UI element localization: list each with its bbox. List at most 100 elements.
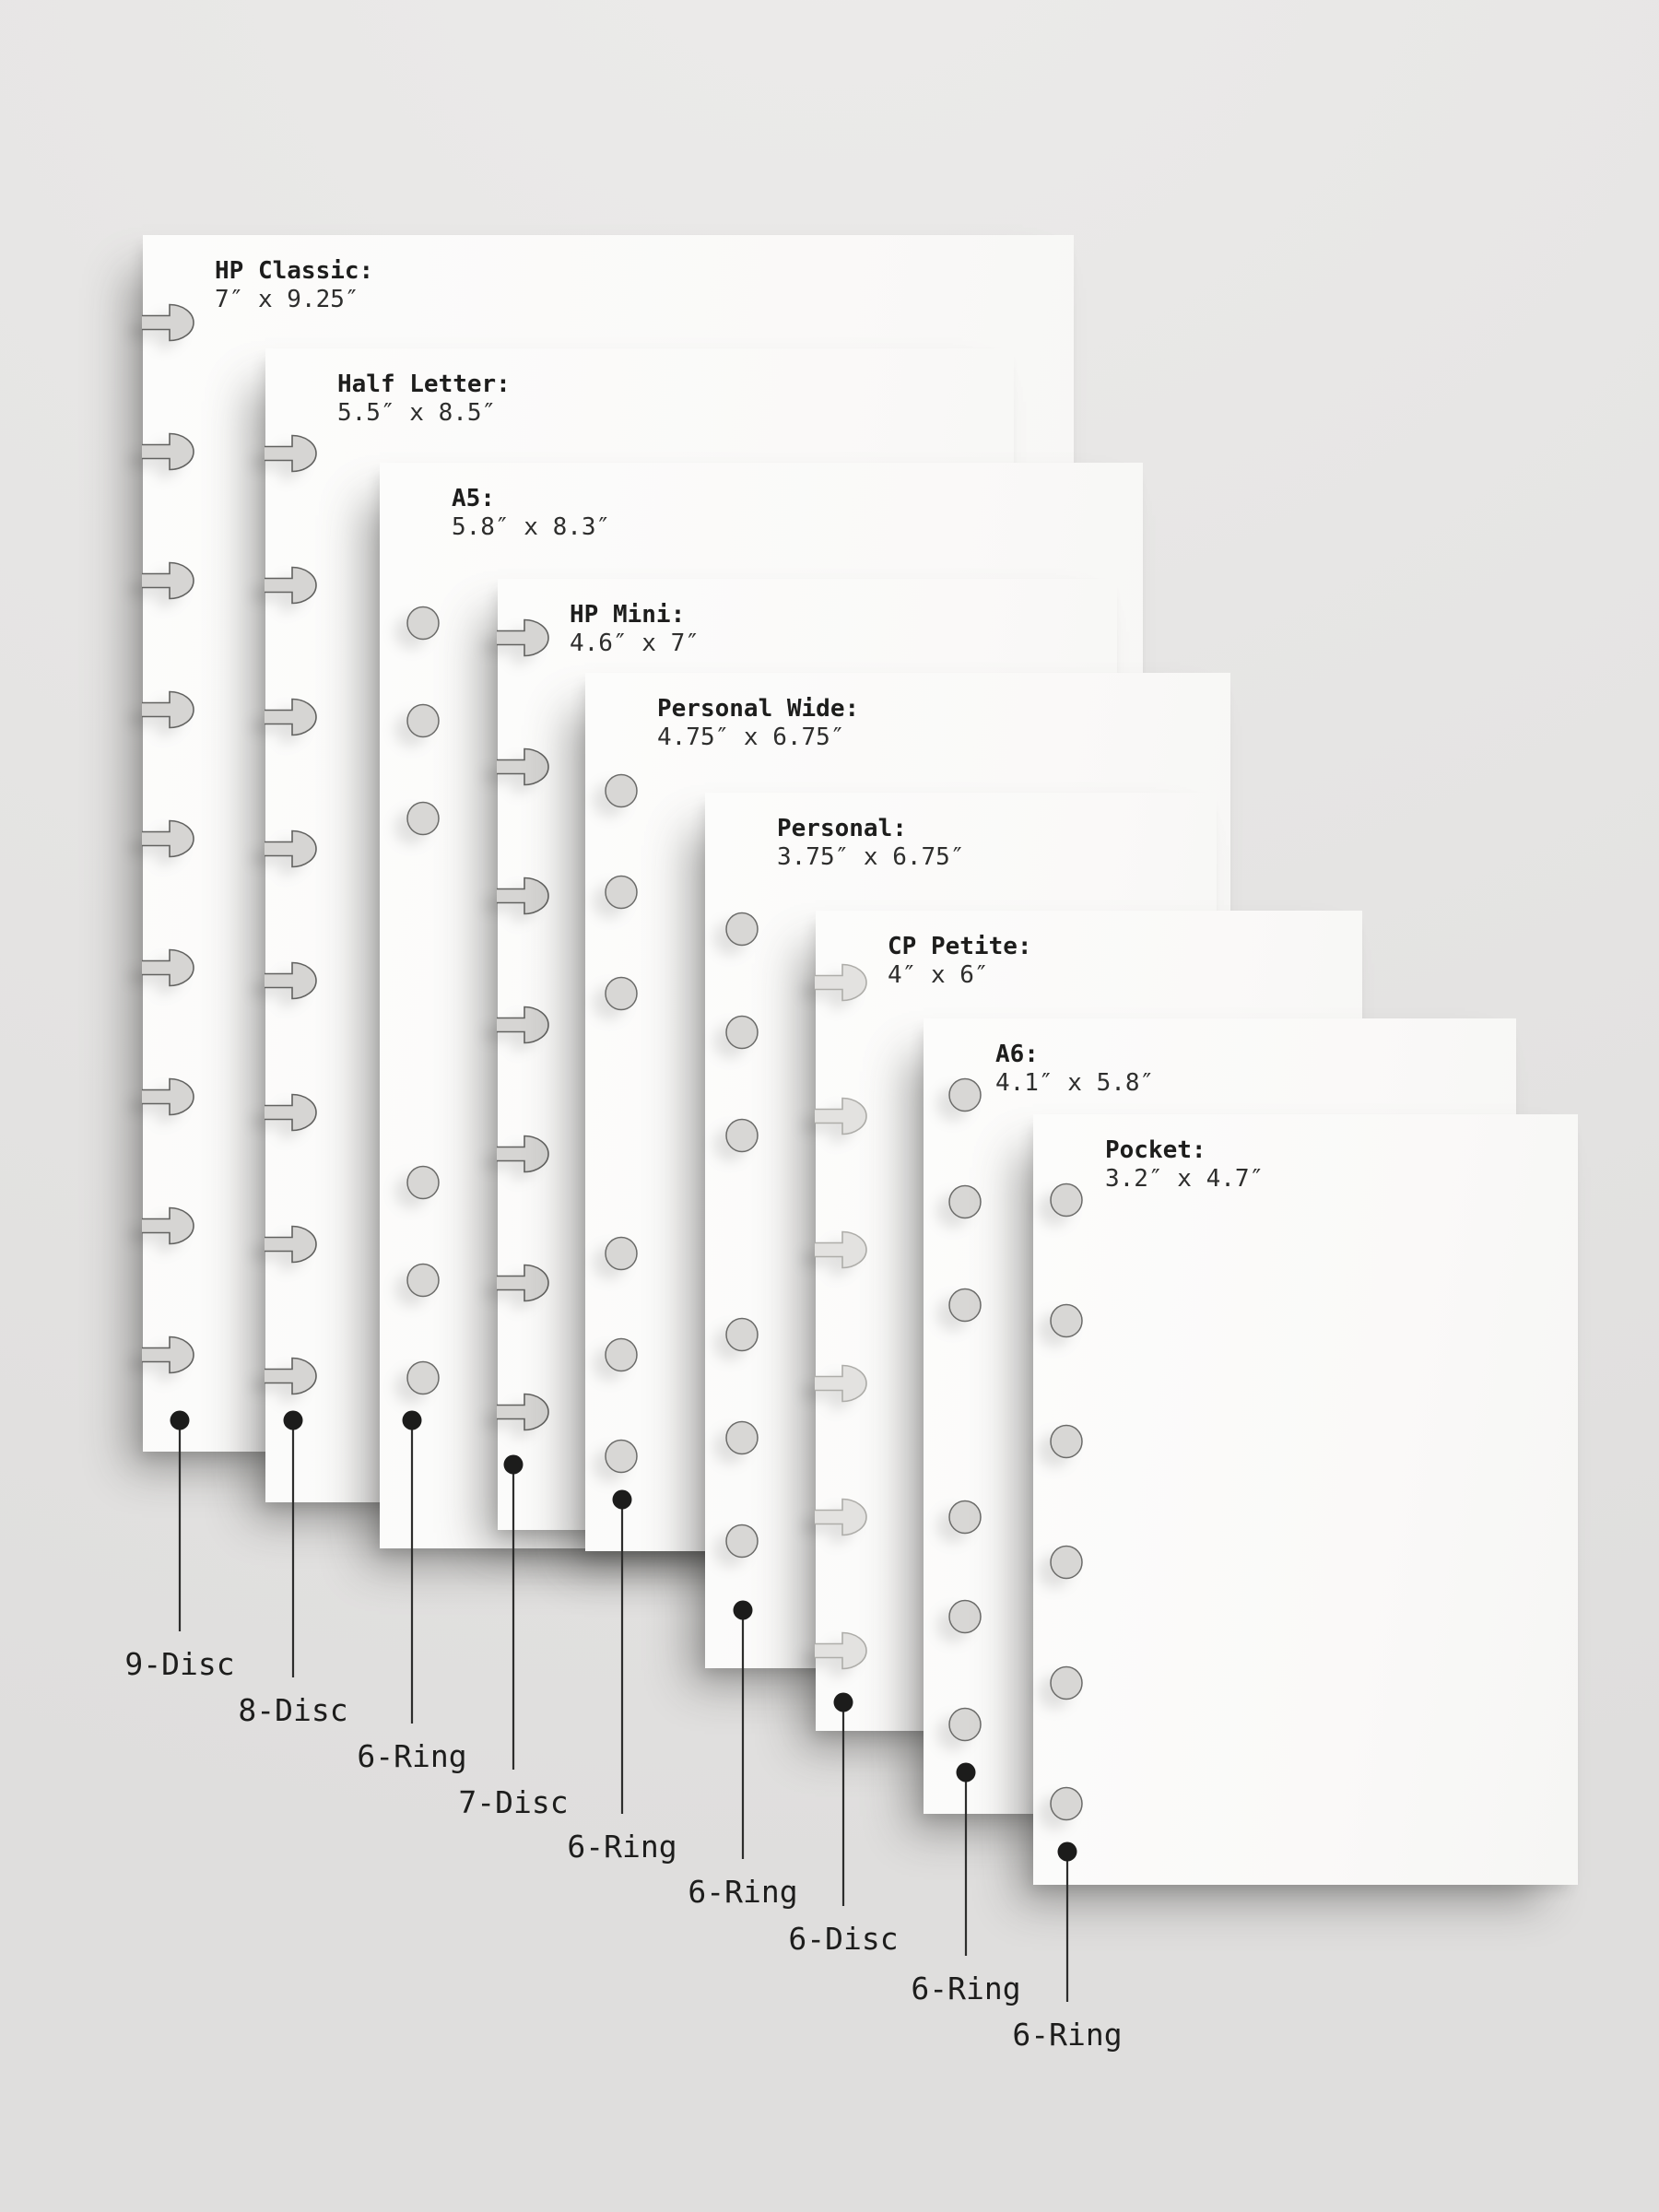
disc-punch-icon <box>265 1226 316 1263</box>
disc-punch-icon <box>265 435 316 472</box>
sheet-label: Personal: 3.75″ x 6.75″ <box>777 815 965 872</box>
ring-hole-icon <box>948 1288 982 1323</box>
disc-punch-outline <box>815 1097 867 1135</box>
ring-hole-icon <box>725 1420 759 1455</box>
sheet-label: CP Petite: 4″ x 6″ <box>888 933 1032 990</box>
hole-column <box>815 963 867 1670</box>
disc-punch-icon <box>142 304 194 341</box>
ring-hole-icon <box>406 1360 440 1395</box>
ring-hole-icon <box>406 1165 440 1200</box>
disc-punch-icon <box>815 1365 866 1402</box>
sheet-dimensions: 4.75″ x 6.75″ <box>657 724 845 751</box>
disc-punch-icon <box>142 1207 194 1244</box>
sheet-label: A6: 4.1″ x 5.8″ <box>995 1041 1154 1098</box>
disc-punch-icon <box>815 1231 866 1268</box>
sheet-name: CP Petite: <box>888 933 1032 960</box>
disc-punch-outline <box>142 690 194 729</box>
disc-punch-icon <box>265 830 316 867</box>
ring-hole-icon <box>948 1707 982 1742</box>
hole-column <box>948 1077 982 1742</box>
ring-hole-icon <box>1050 1303 1083 1338</box>
callout-label-6-ring: 6-Ring <box>688 1874 798 1910</box>
disc-punch-outline <box>497 1264 549 1302</box>
sheet-name: Half Letter: <box>337 371 511 398</box>
disc-punch-icon <box>497 619 548 656</box>
ring-hole-icon <box>605 1236 638 1271</box>
disc-punch-outline <box>142 432 194 471</box>
hole-column <box>265 434 317 1395</box>
sheet-label: A5: 5.8″ x 8.3″ <box>452 485 610 542</box>
disc-punch-icon <box>497 1135 548 1172</box>
sheet-dimensions: 3.2″ x 4.7″ <box>1105 1165 1265 1193</box>
disc-punch-icon <box>497 748 548 785</box>
sheet-label: HP Classic: 7″ x 9.25″ <box>215 257 373 314</box>
ring-hole-icon <box>406 606 440 641</box>
sheet-label: HP Mini: 4.6″ x 7″ <box>570 601 700 658</box>
ring-hole-icon <box>725 1118 759 1153</box>
disc-punch-outline <box>265 1093 317 1132</box>
disc-punch-outline <box>142 1335 194 1374</box>
hole-column <box>725 912 759 1559</box>
disc-punch-outline <box>142 561 194 600</box>
disc-punch-icon <box>815 1098 866 1135</box>
disc-punch-outline <box>142 819 194 858</box>
hole-column <box>406 606 440 1395</box>
ring-hole-icon <box>725 1317 759 1352</box>
sheet-dimensions: 4.1″ x 5.8″ <box>995 1069 1155 1097</box>
callout-label-6-ring: 6-Ring <box>1012 2017 1123 2053</box>
disc-punch-icon <box>142 691 194 728</box>
disc-punch-outline <box>815 1364 867 1403</box>
hole-column <box>605 773 638 1474</box>
sheet-name: HP Classic: <box>215 257 374 285</box>
sheet-pocket: Pocket: 3.2″ x 4.7″ <box>1033 1114 1578 1885</box>
disc-punch-icon <box>142 433 194 470</box>
disc-punch-icon <box>265 1094 316 1131</box>
disc-punch-outline <box>497 747 549 786</box>
disc-punch-icon <box>497 1265 548 1301</box>
callout-label-6-ring: 6-Ring <box>567 1829 677 1865</box>
disc-punch-icon <box>815 1499 866 1535</box>
disc-punch-outline <box>815 1498 867 1536</box>
disc-punch-icon <box>265 962 316 999</box>
disc-punch-outline <box>142 1206 194 1245</box>
sheet-dimensions: 5.5″ x 8.5″ <box>337 399 497 427</box>
ring-hole-icon <box>1050 1545 1083 1580</box>
ring-hole-icon <box>1050 1665 1083 1700</box>
disc-punch-outline <box>497 1006 549 1044</box>
sheet-dimensions: 7″ x 9.25″ <box>215 286 359 313</box>
disc-punch-icon <box>497 877 548 914</box>
ring-hole-icon <box>605 976 638 1011</box>
ring-hole-icon <box>725 1524 759 1559</box>
disc-punch-icon <box>142 820 194 857</box>
disc-punch-outline <box>142 948 194 987</box>
callout-label-6-disc: 6-Disc <box>788 1921 899 1957</box>
disc-punch-outline <box>815 1230 867 1269</box>
disc-punch-outline <box>265 830 317 868</box>
disc-punch-icon <box>815 1632 866 1669</box>
sheet-name: HP Mini: <box>570 601 686 629</box>
disc-punch-outline <box>265 1357 317 1395</box>
disc-punch-icon <box>265 1358 316 1394</box>
sheet-name: Personal Wide: <box>657 695 860 723</box>
sheet-name: Personal: <box>777 815 907 842</box>
ring-hole-icon <box>725 912 759 947</box>
callout-label-6-ring: 6-Ring <box>911 1971 1021 2006</box>
disc-punch-icon <box>142 1336 194 1373</box>
ring-hole-icon <box>406 1263 440 1298</box>
callout-label-9-disc: 9-Disc <box>124 1646 235 1682</box>
disc-punch-outline <box>142 1077 194 1116</box>
disc-punch-icon <box>142 1078 194 1115</box>
sheet-name: Pocket: <box>1105 1136 1206 1164</box>
ring-hole-icon <box>605 875 638 910</box>
disc-punch-outline <box>497 1393 549 1431</box>
hole-column <box>497 618 549 1431</box>
sheet-name: A6: <box>995 1041 1039 1068</box>
sheet-dimensions: 4″ x 6″ <box>888 961 989 989</box>
disc-punch-icon <box>142 562 194 599</box>
disc-punch-icon <box>815 964 866 1001</box>
sheet-name: A5: <box>452 485 495 512</box>
disc-punch-outline <box>497 1135 549 1173</box>
disc-punch-outline <box>142 303 194 342</box>
sheet-dimensions: 5.8″ x 8.3″ <box>452 513 611 541</box>
